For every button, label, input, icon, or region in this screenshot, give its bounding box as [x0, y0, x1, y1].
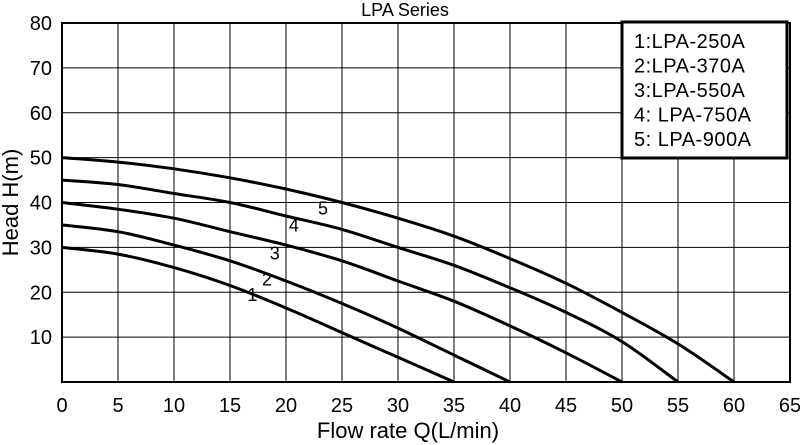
legend-entry: 2:LPA-370A	[634, 56, 746, 78]
legend-entry: 1:LPA-250A	[634, 31, 746, 53]
x-tick-label: 60	[723, 395, 745, 417]
y-tick-label: 80	[30, 13, 52, 35]
curve-label-1: 1	[247, 285, 257, 305]
curves	[61, 156, 735, 384]
legend-entry: 3:LPA-550A	[634, 80, 746, 102]
x-tick-label: 15	[219, 395, 241, 417]
curve-5	[61, 156, 735, 384]
curve-labels: 12 345	[247, 199, 328, 306]
x-tick-label: 40	[499, 395, 521, 417]
x-axis-title: Flow rate Q(L/min)	[317, 418, 499, 443]
curve-label-4: 4	[289, 216, 299, 236]
x-tick-label: 25	[331, 395, 353, 417]
y-tick-label: 50	[30, 148, 52, 170]
curve-1	[61, 245, 455, 384]
y-axis-title: Head H(m)	[0, 149, 23, 257]
legend-entry: 4: LPA-750A	[634, 105, 752, 127]
y-tick-label: 70	[30, 58, 52, 80]
chart-title: LPA Series	[361, 0, 449, 20]
x-tick-label: 50	[611, 395, 633, 417]
legend-entry: 5: LPA-900A	[634, 129, 752, 151]
curve-3	[61, 201, 623, 384]
y-tick-label: 60	[30, 103, 52, 125]
x-tick-label: 65	[779, 395, 800, 417]
x-tick-label: 35	[443, 395, 465, 417]
x-tick-label: 30	[387, 395, 409, 417]
y-tick-label: 20	[30, 282, 52, 304]
y-tick-label: 10	[30, 327, 52, 349]
curve-2	[61, 223, 511, 384]
axis-ticks: 0 5 10 15 20 25 30 35 40 45 50 55 60 6510203040506070…	[30, 13, 800, 417]
curve-label-3: 3	[270, 243, 280, 263]
curve-label-5: 5	[318, 199, 328, 219]
curve-4	[61, 178, 679, 384]
y-tick-label: 30	[30, 237, 52, 259]
legend-box	[620, 20, 789, 160]
x-tick-label: 20	[275, 395, 297, 417]
x-tick-label: 5	[112, 395, 123, 417]
curve-label-2: 2	[262, 270, 272, 290]
x-tick-label: 55	[667, 395, 689, 417]
x-tick-label: 10	[163, 395, 185, 417]
x-tick-label: 45	[555, 395, 577, 417]
x-tick-label: 0	[56, 395, 67, 417]
y-tick-label: 40	[30, 193, 52, 215]
